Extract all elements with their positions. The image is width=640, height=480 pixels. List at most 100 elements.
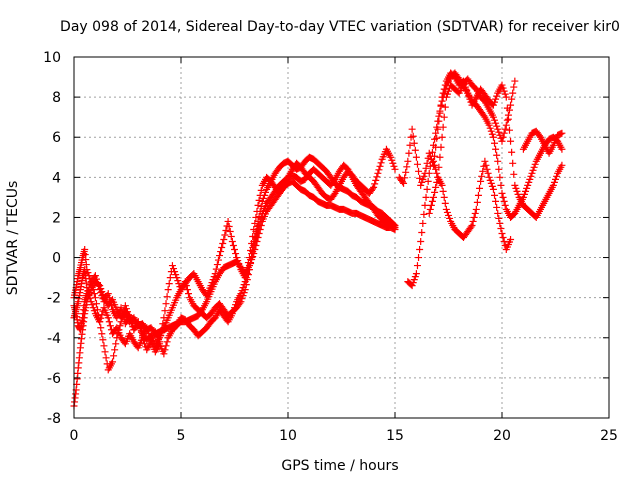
data-point xyxy=(101,348,109,356)
data-point xyxy=(377,159,385,167)
data-point xyxy=(433,169,441,177)
data-point xyxy=(535,132,543,140)
data-point xyxy=(207,282,215,290)
data-point xyxy=(252,234,260,241)
data-point xyxy=(558,145,566,153)
data-point xyxy=(443,90,451,98)
data-point xyxy=(391,165,399,173)
data-point xyxy=(467,223,475,231)
data-point xyxy=(107,302,115,310)
data-point xyxy=(409,279,417,287)
data-point xyxy=(119,310,127,318)
data-point xyxy=(473,198,481,206)
data-point xyxy=(143,324,151,332)
data-point xyxy=(469,217,477,225)
data-point xyxy=(209,276,217,284)
data-point xyxy=(160,350,168,358)
data-point xyxy=(446,214,454,222)
data-point xyxy=(431,161,439,169)
data-point xyxy=(220,236,228,244)
data-point xyxy=(241,274,249,282)
data-point xyxy=(412,153,420,161)
data-point xyxy=(445,87,452,95)
data-point xyxy=(240,289,248,297)
data-point xyxy=(96,318,104,326)
data-point xyxy=(330,191,338,199)
data-point xyxy=(244,259,252,267)
data-point xyxy=(112,340,120,348)
data-point xyxy=(486,124,494,132)
data-point xyxy=(497,224,505,232)
data-point xyxy=(88,282,96,290)
data-point xyxy=(96,286,104,294)
data-point xyxy=(161,346,169,354)
data-point xyxy=(126,314,134,322)
data-point xyxy=(528,169,536,177)
data-point xyxy=(513,187,521,195)
data-point xyxy=(421,201,429,209)
data-point xyxy=(95,282,103,290)
data-point xyxy=(474,191,482,199)
data-point xyxy=(510,170,518,178)
data-point xyxy=(106,322,114,330)
data-point xyxy=(374,169,382,177)
data-point xyxy=(389,159,397,167)
y-tick-label: -4 xyxy=(47,331,61,347)
data-point xyxy=(493,203,501,211)
data-point xyxy=(88,301,96,309)
data-point xyxy=(118,314,126,322)
y-tick-label: 2 xyxy=(52,210,61,226)
data-point xyxy=(440,113,448,121)
data-point xyxy=(440,193,448,201)
data-point xyxy=(134,318,142,326)
data-point xyxy=(168,262,176,270)
data-point xyxy=(231,246,238,254)
data-point xyxy=(421,169,429,177)
data-point xyxy=(210,273,218,281)
data-point xyxy=(250,225,258,233)
data-point xyxy=(418,228,426,236)
series-track-f xyxy=(395,69,566,221)
data-point xyxy=(408,125,416,133)
data-point xyxy=(242,281,250,289)
data-point xyxy=(91,294,99,302)
data-point xyxy=(496,219,504,227)
data-point xyxy=(94,279,102,287)
data-point xyxy=(507,137,515,145)
data-point xyxy=(494,157,502,165)
data-point xyxy=(105,318,113,326)
x-tick-label: 20 xyxy=(493,428,511,444)
data-point xyxy=(432,183,440,191)
data-point xyxy=(433,134,441,142)
data-point xyxy=(391,223,399,231)
data-point xyxy=(90,290,98,298)
data-point xyxy=(225,222,233,230)
data-point xyxy=(242,269,250,277)
data-point xyxy=(104,314,112,322)
data-point xyxy=(105,294,113,302)
data-point xyxy=(491,191,499,199)
data-point xyxy=(426,162,434,170)
y-tick-label: 10 xyxy=(43,50,61,66)
data-point xyxy=(110,352,118,360)
data-point xyxy=(477,177,485,185)
data-point xyxy=(387,153,395,161)
data-point xyxy=(419,175,427,183)
data-point xyxy=(489,113,497,121)
data-point xyxy=(409,132,417,140)
data-point xyxy=(428,148,436,156)
data-point xyxy=(426,205,434,213)
data-point xyxy=(370,183,378,191)
data-point xyxy=(237,298,245,306)
data-point xyxy=(508,148,516,156)
data-point xyxy=(184,290,192,298)
data-point xyxy=(434,125,442,133)
data-point xyxy=(492,119,500,127)
data-point xyxy=(442,205,450,213)
data-point xyxy=(423,159,431,167)
data-point xyxy=(492,95,500,103)
data-point xyxy=(416,246,424,254)
data-point xyxy=(235,260,243,268)
data-point xyxy=(492,145,500,153)
